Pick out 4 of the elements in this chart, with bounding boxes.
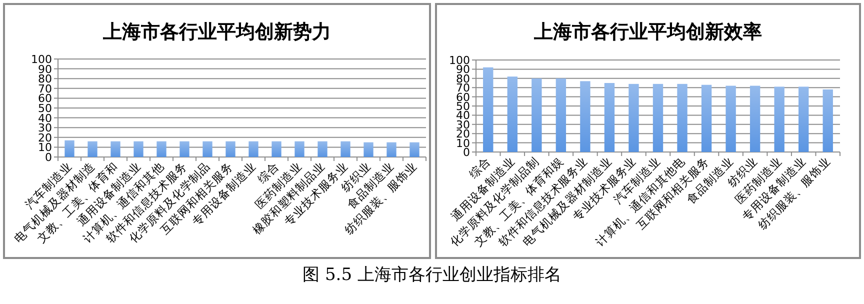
caption: 图 5.5 上海市各行业创业指标排名 bbox=[302, 265, 562, 285]
chart-title: 上海市各行业平均创新势力 bbox=[102, 21, 331, 43]
chart-title: 上海市各行业平均创新效率 bbox=[533, 21, 762, 43]
y-tick-label: 0 bbox=[463, 146, 470, 159]
